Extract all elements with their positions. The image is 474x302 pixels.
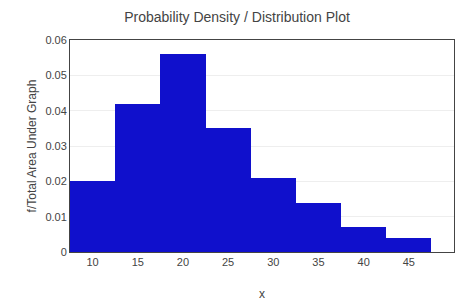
svg-text:0.03: 0.03 (45, 140, 66, 152)
svg-text:0.05: 0.05 (45, 69, 66, 81)
svg-text:10: 10 (86, 256, 98, 268)
svg-text:35: 35 (312, 256, 324, 268)
svg-text:f/Total Area Under Graph: f/Total Area Under Graph (25, 80, 39, 213)
svg-text:0: 0 (61, 246, 67, 258)
svg-text:45: 45 (403, 256, 415, 268)
svg-text:15: 15 (132, 256, 144, 268)
svg-text:20: 20 (177, 256, 189, 268)
svg-text:40: 40 (358, 256, 370, 268)
svg-text:x: x (259, 287, 265, 301)
svg-text:0.06: 0.06 (45, 34, 66, 46)
svg-text:0.04: 0.04 (45, 105, 66, 117)
svg-text:25: 25 (222, 256, 234, 268)
svg-text:0.02: 0.02 (45, 175, 66, 187)
svg-text:Probability Density / Distribu: Probability Density / Distribution Plot (124, 9, 350, 25)
svg-text:0.01: 0.01 (45, 211, 66, 223)
svg-text:30: 30 (267, 256, 279, 268)
